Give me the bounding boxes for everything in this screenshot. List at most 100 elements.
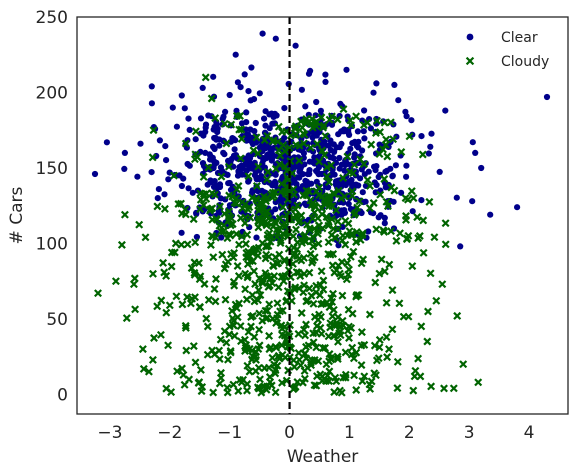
data-point — [191, 293, 199, 302]
data-point — [250, 297, 259, 306]
data-point — [336, 154, 343, 162]
data-point — [375, 214, 382, 221]
data-point — [345, 200, 352, 207]
data-point — [203, 322, 212, 331]
data-point — [149, 269, 157, 278]
x-tick-label: 2 — [404, 423, 415, 443]
data-point — [323, 193, 332, 202]
data-point — [338, 316, 347, 325]
data-point — [256, 375, 264, 384]
data-point — [388, 286, 397, 295]
data-point — [352, 112, 361, 121]
data-point — [279, 229, 287, 238]
data-point — [348, 309, 357, 318]
data-point — [380, 175, 389, 183]
data-point — [228, 320, 237, 329]
data-point — [196, 195, 205, 204]
data-point — [332, 159, 340, 166]
data-point — [210, 285, 219, 293]
data-point — [229, 380, 238, 389]
data-point — [298, 378, 307, 387]
data-point — [189, 342, 198, 351]
data-point — [274, 259, 283, 268]
data-point — [280, 323, 289, 331]
data-point — [266, 343, 275, 352]
data-point — [302, 177, 309, 184]
data-point — [236, 154, 245, 163]
data-point — [449, 384, 458, 393]
data-point — [199, 201, 208, 210]
data-point — [172, 292, 181, 301]
data-point — [312, 281, 321, 290]
data-point — [320, 199, 329, 208]
data-point — [343, 66, 350, 73]
data-point — [121, 165, 128, 172]
data-point — [148, 83, 155, 90]
data-point — [249, 146, 258, 155]
data-point — [308, 232, 317, 241]
data-point — [348, 343, 357, 352]
data-point — [224, 215, 233, 224]
data-point — [319, 344, 327, 353]
data-point — [256, 90, 263, 97]
data-point — [341, 209, 348, 216]
data-point — [323, 163, 331, 172]
data-point — [333, 355, 342, 363]
data-point — [276, 307, 285, 316]
data-point — [354, 128, 361, 135]
data-point — [212, 215, 221, 224]
x-tick-label: 1 — [344, 423, 355, 443]
data-point — [245, 178, 252, 185]
data-point — [383, 152, 392, 161]
data-point — [262, 314, 270, 323]
data-point — [315, 157, 324, 166]
data-point — [201, 73, 210, 82]
data-point — [312, 117, 321, 126]
data-point — [210, 73, 217, 80]
data-point — [342, 275, 351, 284]
data-point — [254, 286, 263, 295]
data-point — [256, 291, 265, 300]
data-point — [329, 331, 338, 340]
data-point — [255, 309, 264, 318]
data-point — [226, 91, 233, 99]
data-point — [171, 239, 180, 248]
data-point — [216, 142, 223, 149]
data-point — [247, 322, 255, 331]
data-point — [190, 268, 199, 277]
data-point — [333, 217, 342, 226]
data-point — [335, 329, 344, 338]
data-point — [183, 293, 192, 302]
data-point — [211, 145, 218, 153]
data-point — [234, 182, 243, 190]
data-point — [343, 259, 352, 268]
data-point — [305, 70, 313, 77]
data-point — [274, 283, 283, 292]
data-point — [296, 216, 305, 225]
data-point — [263, 168, 272, 176]
data-point — [383, 202, 392, 211]
data-point — [213, 121, 220, 128]
data-point — [303, 220, 312, 229]
data-point — [237, 125, 246, 134]
data-point — [423, 337, 432, 346]
data-point — [278, 196, 285, 203]
data-point — [313, 178, 320, 185]
data-point — [359, 189, 366, 196]
data-point — [194, 379, 203, 387]
points-layer — [91, 30, 551, 397]
data-point — [351, 154, 358, 161]
data-point — [243, 271, 252, 280]
data-point — [249, 189, 256, 196]
data-point — [211, 160, 218, 167]
data-point — [189, 215, 198, 224]
data-point — [300, 130, 309, 139]
data-point — [385, 345, 393, 354]
data-point — [204, 295, 213, 304]
data-point — [250, 333, 259, 341]
data-point — [328, 261, 337, 270]
data-point — [308, 123, 317, 132]
data-point — [314, 239, 323, 248]
data-point — [222, 338, 231, 347]
data-point — [293, 181, 300, 188]
